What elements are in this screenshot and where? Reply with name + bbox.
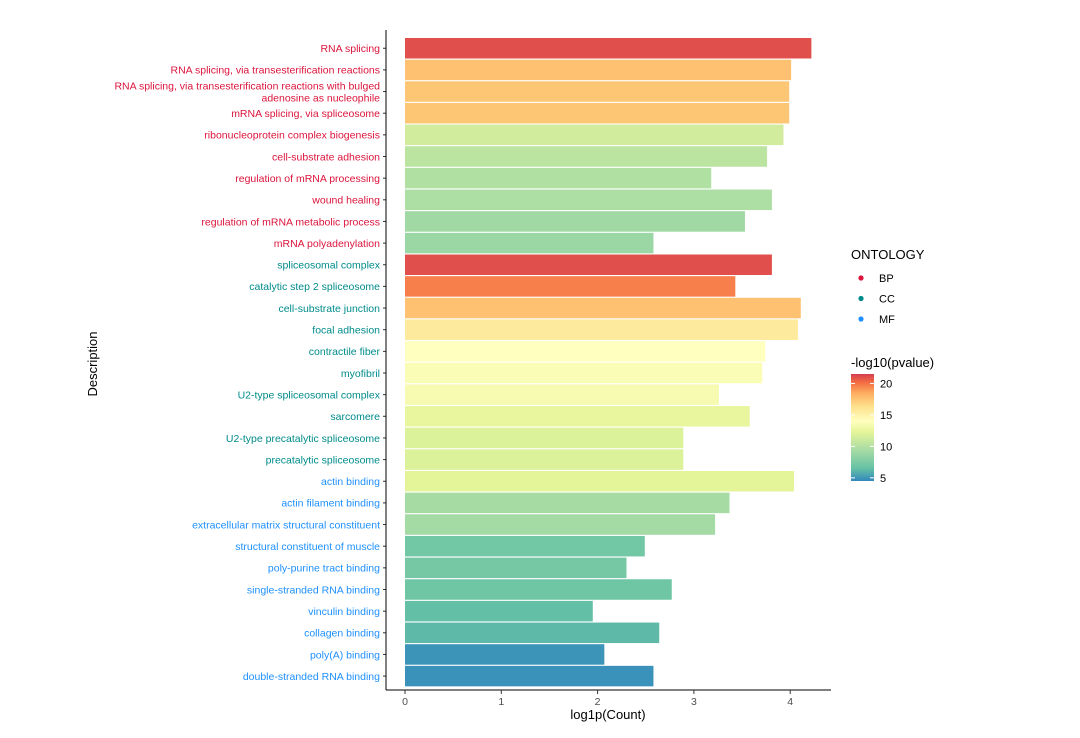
ontology-legend-label: MF [879, 314, 895, 326]
bar [405, 211, 745, 232]
term-label: extracellular matrix structural constitu… [192, 519, 380, 531]
x-tick-label: 4 [787, 696, 793, 708]
ontology-legend-label: CC [879, 293, 895, 305]
bar [405, 189, 772, 211]
term-label: ribonucleoprotein complex biogenesis [204, 130, 380, 142]
term-label: precatalytic spliceosome [266, 454, 381, 466]
bar [405, 59, 792, 81]
colorbar-tick-label: 15 [880, 410, 892, 422]
x-tick-label: 0 [402, 696, 408, 708]
colorbar-tick-label: 10 [880, 441, 892, 453]
bar [405, 600, 593, 622]
bar [405, 124, 784, 146]
colorbar-tick-label: 5 [880, 473, 886, 485]
term-labels: RNA splicing RNA splicing, via transester… [114, 43, 380, 683]
term-label: sarcomere [330, 411, 380, 423]
term-label: double-stranded RNA binding [243, 671, 380, 683]
bar [405, 579, 672, 600]
term-label: focal adhesion [312, 325, 380, 337]
term-label: cell-substrate junction [278, 303, 380, 315]
term-label: myofibril [341, 368, 380, 380]
ontology-legend-dot [858, 316, 864, 322]
term-label: collagen binding [304, 628, 380, 640]
bar [405, 492, 730, 514]
bar [405, 38, 812, 59]
term-label-line: adenosine as nucleophile [261, 92, 380, 104]
y-axis-title: Description [85, 331, 100, 396]
term-label: mRNA splicing, via spliceosome [231, 108, 380, 120]
term-label: poly(A) binding [310, 649, 380, 661]
bar [405, 557, 627, 579]
bar [405, 167, 712, 189]
bar [405, 319, 798, 340]
term-label: actin filament binding [281, 498, 380, 510]
bar [405, 146, 768, 167]
term-label: spliceosomal complex [277, 260, 380, 272]
pvalue-legend-title: -log10(pvalue) [851, 355, 934, 370]
ontology-legend-title: ONTOLOGY [851, 247, 925, 262]
x-tick-label: 1 [498, 696, 504, 708]
term-label: RNA splicing, via transesterification re… [114, 80, 380, 104]
x-tick-label: 2 [595, 696, 601, 708]
x-ticks: 0 1 2 3 4 [402, 690, 793, 708]
term-label: cell-substrate adhesion [272, 151, 380, 163]
term-label: actin binding [321, 476, 380, 488]
ontology-legend-dot [858, 275, 864, 281]
term-label: RNA splicing [320, 43, 380, 55]
term-label-line: RNA splicing, via transesterification re… [114, 80, 380, 92]
bar [405, 276, 736, 297]
bar [405, 622, 660, 644]
term-label: U2-type precatalytic spliceosome [226, 433, 380, 445]
bar [405, 362, 763, 384]
term-label: regulation of mRNA metabolic process [201, 216, 380, 228]
bar [405, 102, 790, 124]
bar [405, 254, 772, 275]
term-label: single-stranded RNA binding [247, 584, 380, 596]
ontology-legend: ONTOLOGY BP CC MF [851, 247, 925, 326]
x-tick-label: 3 [691, 696, 697, 708]
bar [405, 384, 719, 405]
bars-layer [405, 38, 812, 687]
term-label: catalytic step 2 spliceosome [249, 281, 380, 293]
x-axis-title: log1p(Count) [570, 707, 645, 722]
term-label: wound healing [311, 195, 380, 207]
term-label: structural constituent of muscle [235, 541, 380, 553]
term-label: regulation of mRNA processing [235, 173, 380, 185]
bar [405, 427, 684, 449]
term-label: mRNA polyadenylation [274, 238, 380, 250]
bar [405, 644, 605, 665]
bar [405, 665, 654, 687]
pvalue-legend: -log10(pvalue) 5 10 15 20 [851, 355, 934, 485]
bar [405, 535, 645, 557]
term-label: vinculin binding [308, 606, 380, 618]
bar [405, 297, 801, 319]
bar [405, 406, 750, 427]
colorbar-tick-label: 20 [880, 378, 892, 390]
ontology-legend-label: BP [879, 273, 894, 285]
pvalue-colorbar [851, 374, 874, 481]
term-label: RNA splicing, via transesterification re… [170, 65, 380, 77]
ontology-legend-dot [858, 295, 864, 302]
term-label: U2-type spliceosomal complex [238, 389, 381, 401]
bar [405, 449, 684, 470]
bar [405, 81, 790, 102]
term-label: poly-purine tract binding [268, 563, 380, 575]
bar [405, 514, 716, 535]
bar [405, 232, 654, 254]
bar [405, 471, 795, 492]
bar [405, 341, 766, 362]
term-label: contractile fiber [309, 346, 381, 358]
